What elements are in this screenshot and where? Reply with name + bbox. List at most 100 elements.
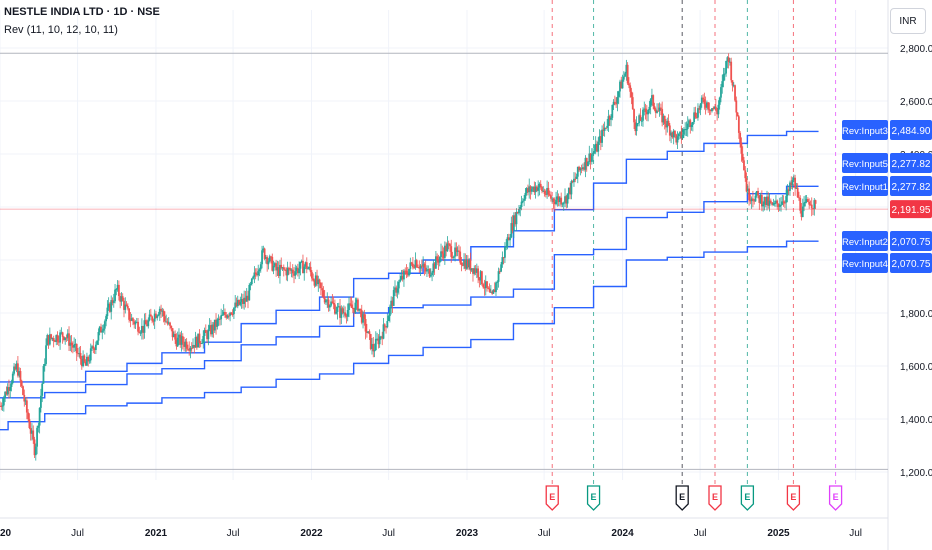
candle-body bbox=[707, 102, 710, 110]
candle-body bbox=[432, 263, 435, 273]
y-tick-label: 1,600.00 bbox=[900, 362, 932, 373]
candle-body bbox=[226, 315, 229, 318]
candle-body bbox=[675, 134, 678, 143]
candle-body bbox=[468, 259, 471, 268]
candle-body bbox=[192, 345, 194, 348]
candle-body bbox=[633, 109, 635, 123]
y-tick-label: 1,400.00 bbox=[900, 415, 932, 426]
candle-body bbox=[486, 281, 488, 288]
candle-body bbox=[569, 187, 572, 195]
candle-body bbox=[620, 81, 623, 89]
candle-body bbox=[317, 279, 320, 285]
x-tick-label: 2024 bbox=[611, 528, 634, 539]
candle-body bbox=[463, 260, 465, 266]
candle-body bbox=[518, 209, 520, 214]
candle-body bbox=[492, 289, 495, 294]
candle-body bbox=[611, 104, 614, 118]
earnings-event-marker[interactable]: E bbox=[708, 485, 722, 511]
earnings-event-marker[interactable]: E bbox=[545, 485, 559, 511]
candle-body bbox=[231, 313, 234, 315]
currency-button[interactable]: INR bbox=[890, 8, 926, 34]
candle-body bbox=[415, 260, 418, 267]
earnings-event-marker[interactable]: E bbox=[740, 485, 755, 511]
x-tick-label: Jul bbox=[382, 528, 395, 539]
candle-body bbox=[190, 347, 193, 349]
candle-body bbox=[327, 299, 330, 308]
candle-body bbox=[433, 263, 436, 269]
candle-body bbox=[98, 326, 101, 333]
candle-body bbox=[553, 201, 556, 205]
candle-body bbox=[791, 180, 794, 186]
candle-body bbox=[780, 204, 782, 206]
candle-body bbox=[332, 302, 335, 305]
earnings-event-marker[interactable]: E bbox=[586, 485, 601, 511]
earnings-flag-label: E bbox=[712, 492, 718, 502]
candle-body bbox=[86, 356, 88, 366]
candle-body bbox=[481, 271, 483, 285]
candle-body bbox=[689, 120, 692, 127]
candle-body bbox=[470, 268, 473, 271]
candle-body bbox=[40, 395, 42, 408]
candle-body bbox=[537, 187, 540, 191]
candle-body bbox=[51, 338, 54, 340]
candle-body bbox=[541, 186, 543, 192]
candle-body bbox=[258, 269, 261, 272]
earnings-event-marker[interactable]: E bbox=[675, 485, 689, 511]
candle-body bbox=[114, 289, 116, 302]
candle-body bbox=[771, 202, 773, 205]
candle-body bbox=[289, 268, 292, 271]
candle-body bbox=[202, 335, 205, 344]
candle-body bbox=[460, 262, 463, 265]
candle-body bbox=[222, 312, 225, 315]
candle-body bbox=[631, 97, 634, 110]
candle-body bbox=[302, 260, 304, 274]
candle-body bbox=[564, 196, 566, 203]
candle-body bbox=[443, 245, 446, 258]
candle-body bbox=[446, 243, 449, 252]
candle-body bbox=[546, 187, 549, 195]
candle-body bbox=[690, 124, 693, 127]
candle-body bbox=[148, 314, 151, 321]
candle-body bbox=[725, 60, 727, 74]
candle-body bbox=[79, 352, 82, 359]
rev-value-label: 2,484.90 bbox=[892, 126, 931, 137]
candle-body bbox=[71, 345, 74, 348]
candle-body bbox=[271, 256, 274, 271]
y-tick-label: 1,800.00 bbox=[900, 309, 932, 320]
candle-body bbox=[681, 134, 684, 139]
candle-body bbox=[702, 97, 704, 100]
candle-body bbox=[534, 186, 537, 193]
indicator-legend[interactable]: Rev (11, 10, 12, 10, 11) bbox=[4, 24, 118, 36]
candle-body bbox=[555, 199, 557, 205]
candle-body bbox=[87, 356, 90, 362]
candle-body bbox=[473, 268, 476, 274]
candle-body bbox=[626, 64, 629, 84]
candle-body bbox=[204, 329, 207, 333]
candle-body bbox=[34, 446, 37, 456]
candle-body bbox=[360, 310, 363, 323]
earnings-flag-label: E bbox=[833, 492, 839, 502]
candle-body bbox=[6, 387, 9, 395]
candle-body bbox=[19, 371, 22, 381]
candle-body bbox=[312, 278, 315, 281]
candle-body bbox=[336, 306, 339, 312]
candle-body bbox=[737, 116, 740, 133]
candle-body bbox=[250, 278, 253, 285]
earnings-event-marker[interactable]: E bbox=[828, 485, 843, 511]
candle-body bbox=[65, 337, 68, 339]
candle-body bbox=[284, 269, 286, 271]
candle-body bbox=[635, 123, 638, 132]
symbol-title[interactable]: NESTLE INDIA LTD · 1D · NSE bbox=[4, 6, 160, 18]
earnings-event-marker[interactable]: E bbox=[786, 485, 801, 511]
candle-body bbox=[31, 430, 33, 434]
candle-body bbox=[236, 299, 239, 307]
candle-body bbox=[349, 303, 352, 305]
candle-body bbox=[111, 300, 114, 303]
candle-body bbox=[657, 110, 660, 112]
candle-body bbox=[323, 296, 326, 303]
candle-body bbox=[277, 267, 280, 276]
candle-body bbox=[781, 201, 784, 205]
rev-step-line bbox=[0, 130, 819, 383]
